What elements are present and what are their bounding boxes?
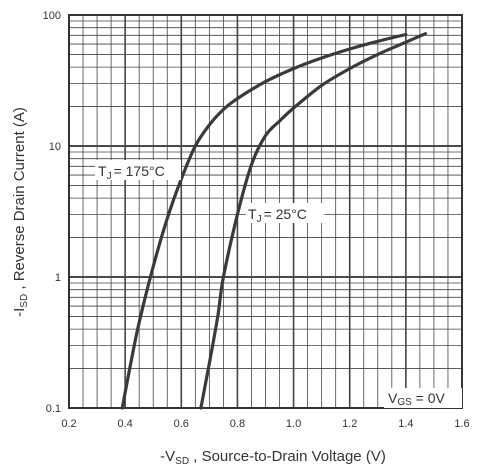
series-175c-label-bg bbox=[95, 160, 181, 180]
x-tick-label: 0.4 bbox=[117, 418, 132, 430]
series-25c-label-bg bbox=[246, 203, 324, 223]
vgs-annotation-box bbox=[384, 388, 462, 408]
x-tick-label: 0.8 bbox=[230, 418, 245, 430]
y-tick-labels: 0.1 1 10 100 bbox=[43, 10, 61, 415]
x-tick-label: 1.6 bbox=[454, 418, 469, 430]
series-25c-label: TJ = 25°C bbox=[248, 206, 307, 225]
x-tick-label: 0.6 bbox=[174, 418, 189, 430]
plot-frame bbox=[68, 14, 463, 409]
series-lines bbox=[120, 32, 428, 410]
y-axis-label: -ISD , Reverse Drain Current (A) bbox=[11, 107, 30, 317]
x-tick-label: 0.2 bbox=[61, 418, 76, 430]
series-175c-label: TJ = 175°C bbox=[98, 163, 165, 182]
series-175c-line bbox=[120, 32, 408, 410]
y-tick-label: 100 bbox=[43, 10, 61, 22]
y-tick-label: 1 bbox=[55, 272, 61, 284]
x-axis-label: -VSD , Source-to-Drain Voltage (V) bbox=[160, 448, 386, 467]
y-tick-label: 0.1 bbox=[46, 403, 61, 415]
x-tick-label: 1.0 bbox=[286, 418, 301, 430]
x-tick-labels: 0.2 0.4 0.6 0.8 1.0 1.2 1.4 1.6 bbox=[61, 418, 469, 430]
x-tick-label: 1.2 bbox=[342, 418, 357, 430]
x-tick-label: 1.4 bbox=[398, 418, 413, 430]
vgs-annotation: VGS = 0V bbox=[388, 390, 446, 408]
series-25c-line bbox=[199, 32, 428, 410]
y-tick-label: 10 bbox=[49, 141, 61, 153]
